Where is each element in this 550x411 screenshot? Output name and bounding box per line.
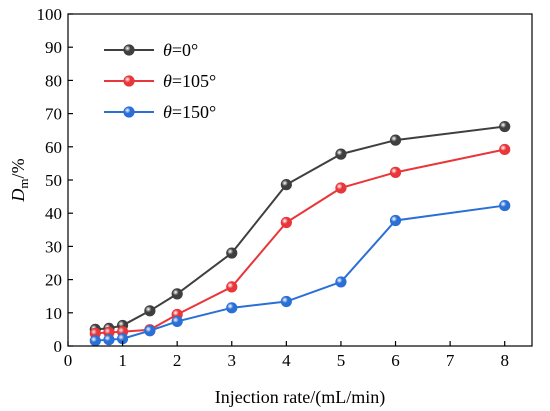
y-tick-label: 30 [45, 237, 62, 256]
y-tick-label: 0 [54, 337, 63, 356]
data-point [280, 179, 292, 191]
data-point [226, 302, 238, 314]
y-axis-title: Dm/% [8, 158, 31, 202]
y-tick-label: 90 [45, 38, 62, 57]
data-point [280, 216, 292, 229]
legend-marker [123, 106, 135, 118]
y-axis-title-suffix: /% [8, 158, 28, 178]
x-tick-label: 5 [337, 351, 346, 370]
x-tick-label: 2 [173, 351, 182, 370]
x-tick-label: 7 [446, 351, 455, 370]
data-point [171, 315, 183, 328]
y-tick-label: 100 [37, 5, 63, 24]
data-point [389, 134, 402, 146]
data-point [389, 214, 402, 227]
legend: θ=0° θ=105° θ=150° [104, 40, 216, 122]
y-axis-title-sub: m [16, 178, 31, 188]
y-tick-label: 50 [45, 171, 62, 190]
y-axis-title-main: D [8, 189, 28, 203]
legend-label: θ=105° [163, 71, 216, 91]
data-point [144, 325, 156, 337]
data-point [499, 199, 511, 212]
legend-label: θ=0° [163, 40, 198, 60]
data-point [499, 120, 511, 133]
y-tick-label: 80 [45, 71, 62, 90]
x-tick-label: 8 [500, 351, 509, 370]
legend-label: θ=150° [163, 102, 216, 122]
data-point [171, 288, 183, 300]
y-tick-label: 20 [45, 271, 62, 290]
x-tick-label: 0 [64, 351, 73, 370]
x-axis-title: Injection rate/(mL/min) [215, 387, 385, 408]
y-tick-label: 70 [45, 105, 62, 124]
data-point [335, 148, 347, 160]
data-point [280, 295, 292, 308]
data-point [226, 281, 238, 293]
data-point [226, 247, 238, 259]
x-tick-label: 4 [282, 351, 291, 370]
data-point [89, 335, 101, 347]
data-point [103, 334, 115, 346]
data-point [335, 276, 347, 288]
data-point [144, 305, 156, 317]
y-tick-label: 10 [45, 304, 62, 323]
x-tick-label: 6 [391, 351, 400, 370]
series-line [95, 148, 505, 335]
x-tick-label: 3 [228, 351, 237, 370]
x-tick-label: 1 [118, 351, 127, 370]
legend-marker [123, 44, 135, 56]
data-point [335, 182, 347, 194]
series-line [95, 125, 505, 331]
y-tick-label: 60 [45, 138, 62, 157]
data-point [499, 143, 511, 156]
series-line [95, 204, 505, 342]
legend-marker [123, 75, 135, 87]
data-point [389, 166, 402, 178]
y-tick-label: 40 [45, 204, 62, 223]
series-layer [89, 120, 511, 347]
